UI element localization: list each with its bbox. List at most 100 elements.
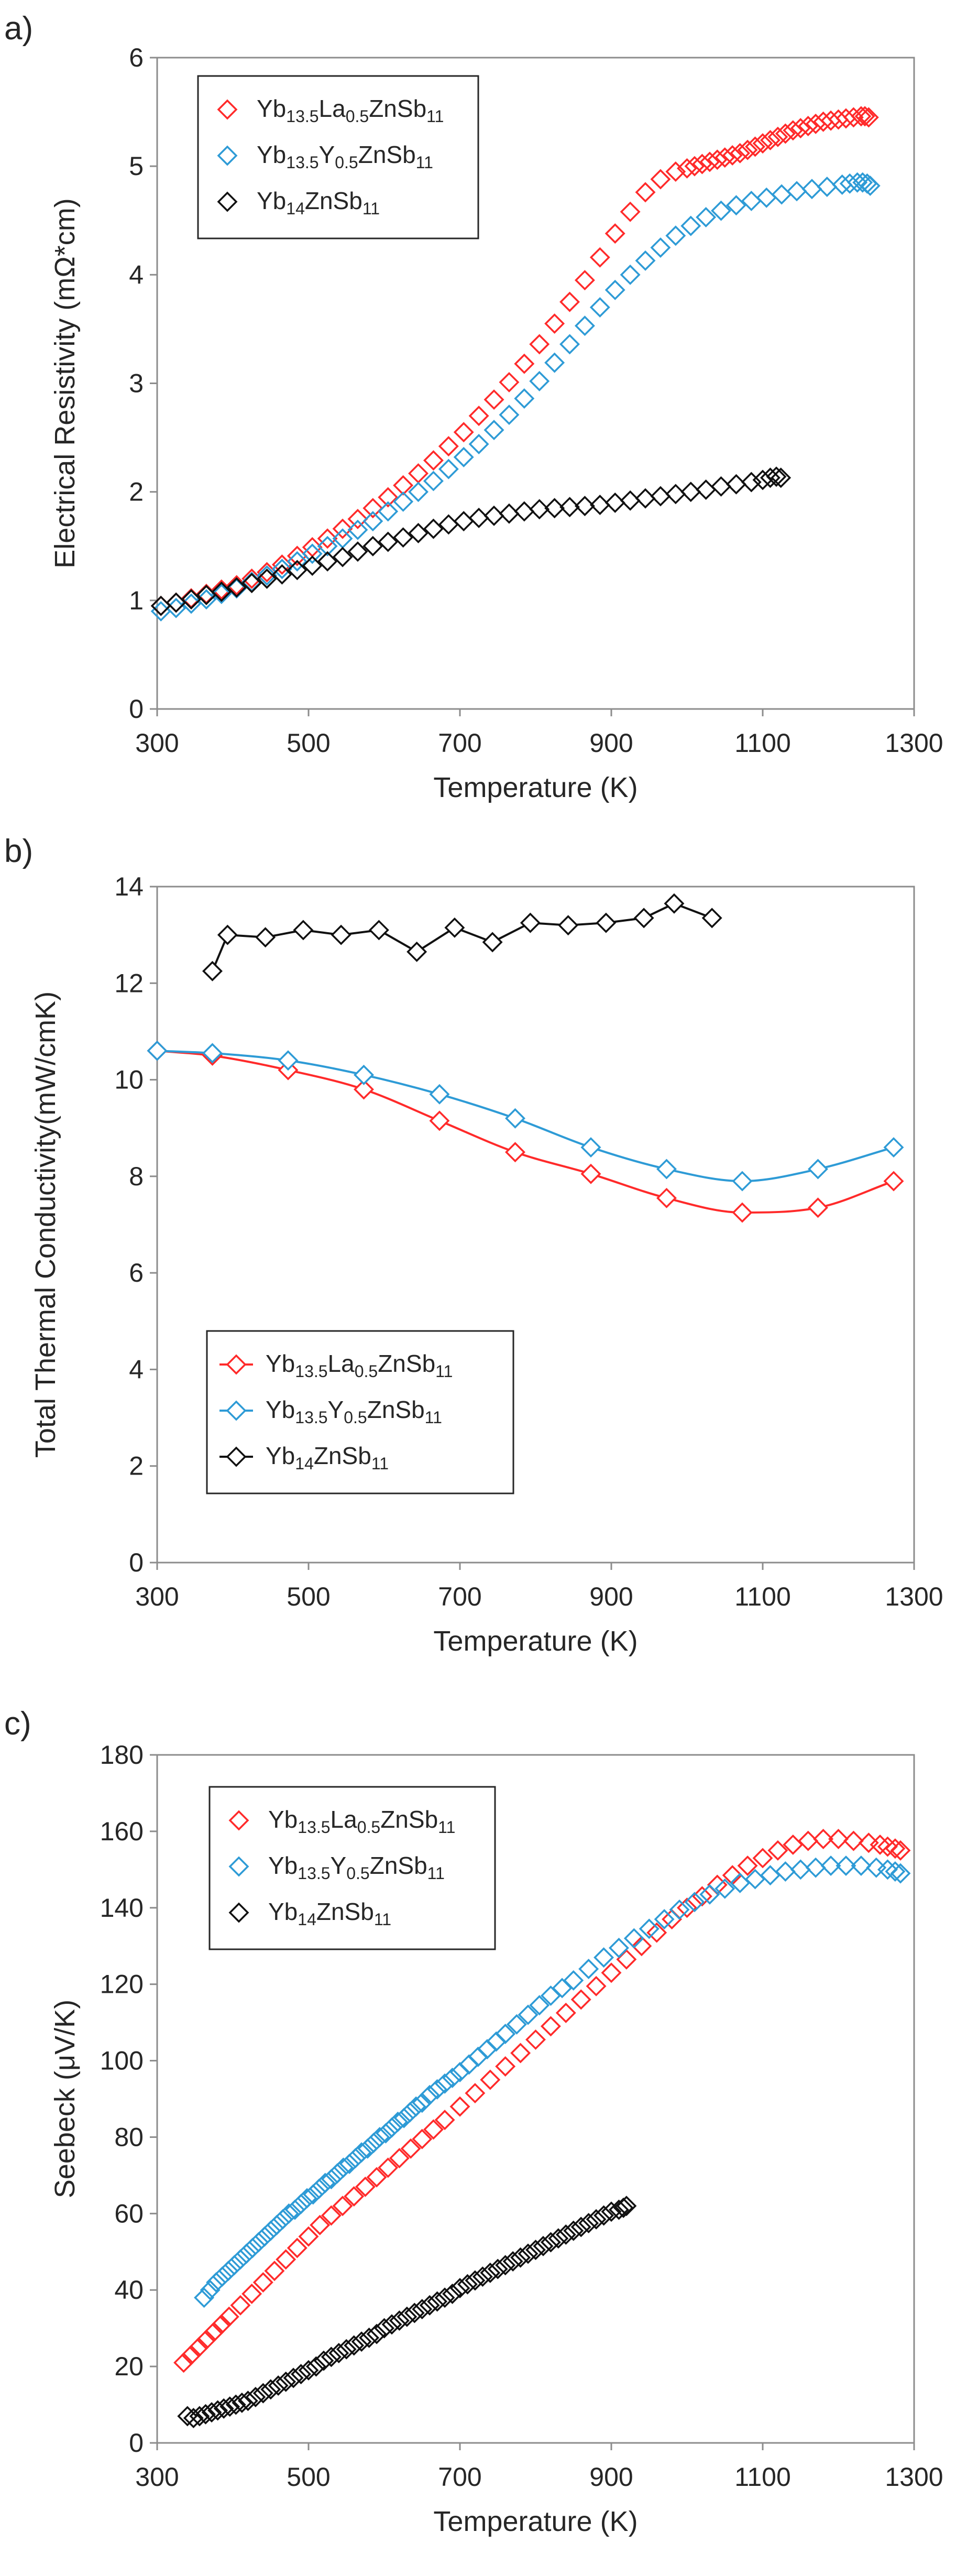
data-point bbox=[737, 1855, 758, 1876]
data-point bbox=[722, 145, 743, 166]
data-point bbox=[533, 2235, 554, 2256]
data-point bbox=[495, 2056, 516, 2077]
x-tick-label: 1100 bbox=[734, 728, 791, 758]
data-point bbox=[605, 223, 625, 244]
data-point bbox=[438, 436, 459, 457]
data-point bbox=[423, 2119, 444, 2140]
data-point bbox=[817, 177, 838, 198]
data-point bbox=[771, 467, 792, 488]
data-point bbox=[646, 1922, 667, 1943]
data-point bbox=[457, 2274, 478, 2295]
data-point bbox=[332, 547, 353, 567]
data-point bbox=[860, 175, 881, 196]
data-point bbox=[344, 2335, 365, 2356]
data-point bbox=[434, 2073, 455, 2094]
y-tick-label: 0 bbox=[129, 2428, 144, 2458]
data-point bbox=[529, 1995, 550, 2016]
data-point bbox=[237, 2391, 258, 2411]
data-point bbox=[578, 1959, 599, 1979]
data-point bbox=[438, 514, 459, 535]
data-point bbox=[362, 511, 383, 532]
data-point bbox=[544, 352, 565, 373]
data-point bbox=[510, 2043, 531, 2064]
data-point bbox=[291, 2364, 312, 2385]
legend-label: Yb13.5Y0.5ZnSb11 bbox=[257, 141, 433, 172]
plot-area bbox=[147, 893, 904, 1223]
data-point bbox=[656, 1187, 677, 1208]
data-point bbox=[405, 2096, 426, 2117]
x-tick-label: 1100 bbox=[734, 1582, 791, 1611]
data-point bbox=[752, 133, 773, 154]
x-tick-label: 1300 bbox=[885, 1582, 943, 1611]
data-point bbox=[393, 527, 414, 548]
data-point bbox=[570, 1989, 591, 2010]
data-point bbox=[620, 201, 641, 222]
x-tick-label: 700 bbox=[438, 2462, 481, 2492]
x-tick-label: 700 bbox=[438, 1582, 481, 1611]
data-point bbox=[711, 200, 731, 221]
data-point bbox=[213, 2398, 234, 2419]
data-point bbox=[544, 313, 565, 334]
x-axis-label: Temperature (K) bbox=[433, 2506, 638, 2537]
data-point bbox=[499, 503, 520, 524]
data-point bbox=[276, 2249, 296, 2270]
data-point bbox=[366, 2167, 387, 2188]
data-point bbox=[699, 1884, 720, 1905]
data-point bbox=[665, 225, 686, 246]
data-point bbox=[633, 908, 654, 929]
data-point bbox=[331, 924, 351, 945]
data-point bbox=[196, 2329, 217, 2350]
data-point bbox=[586, 1975, 607, 1996]
data-point bbox=[313, 2350, 334, 2371]
data-point bbox=[586, 2209, 607, 2230]
data-point bbox=[260, 2220, 281, 2241]
data-point bbox=[885, 1861, 906, 1882]
data-point bbox=[344, 2186, 365, 2207]
data-point bbox=[502, 2251, 523, 2272]
data-point bbox=[701, 908, 722, 929]
data-point bbox=[650, 486, 671, 507]
data-point bbox=[664, 893, 685, 914]
x-tick-label: 300 bbox=[135, 2462, 179, 2492]
data-point bbox=[333, 2157, 354, 2178]
data-point bbox=[397, 2306, 417, 2327]
data-point bbox=[200, 2279, 221, 2300]
data-point bbox=[195, 2404, 216, 2425]
data-point bbox=[264, 2261, 285, 2282]
data-point bbox=[419, 2295, 440, 2316]
legend-marker bbox=[217, 145, 238, 166]
data-point bbox=[506, 2014, 527, 2035]
legend-label: Yb14ZnSb11 bbox=[266, 1442, 389, 1473]
data-point bbox=[453, 446, 474, 467]
data-point bbox=[408, 482, 428, 503]
data-point bbox=[202, 960, 223, 981]
y-axis-label: Seebeck (μV/K) bbox=[49, 2000, 81, 2198]
x-tick-label: 1300 bbox=[885, 728, 943, 758]
data-point bbox=[741, 472, 762, 493]
data-point bbox=[362, 536, 383, 556]
data-point bbox=[858, 107, 879, 128]
data-point bbox=[317, 536, 338, 556]
data-point bbox=[351, 2331, 372, 2352]
data-point bbox=[254, 2226, 275, 2247]
data-point bbox=[362, 498, 383, 519]
data-point bbox=[317, 551, 338, 572]
series-line bbox=[157, 1050, 894, 1183]
data-point bbox=[854, 106, 875, 127]
data-point bbox=[677, 158, 697, 179]
data-point bbox=[389, 2310, 410, 2331]
data-point bbox=[400, 2102, 421, 2123]
data-point bbox=[296, 2188, 317, 2209]
data-point bbox=[843, 107, 864, 128]
data-point bbox=[266, 2214, 287, 2235]
data-point bbox=[194, 2287, 215, 2308]
data-point bbox=[866, 1857, 887, 1878]
data-point bbox=[449, 2096, 470, 2117]
data-point bbox=[374, 2318, 394, 2339]
series-line bbox=[211, 902, 712, 972]
x-tick-label: 900 bbox=[589, 728, 633, 758]
x-tick-label: 300 bbox=[135, 1582, 179, 1611]
data-point bbox=[696, 479, 717, 500]
data-point bbox=[453, 511, 474, 532]
data-point bbox=[321, 2205, 342, 2226]
